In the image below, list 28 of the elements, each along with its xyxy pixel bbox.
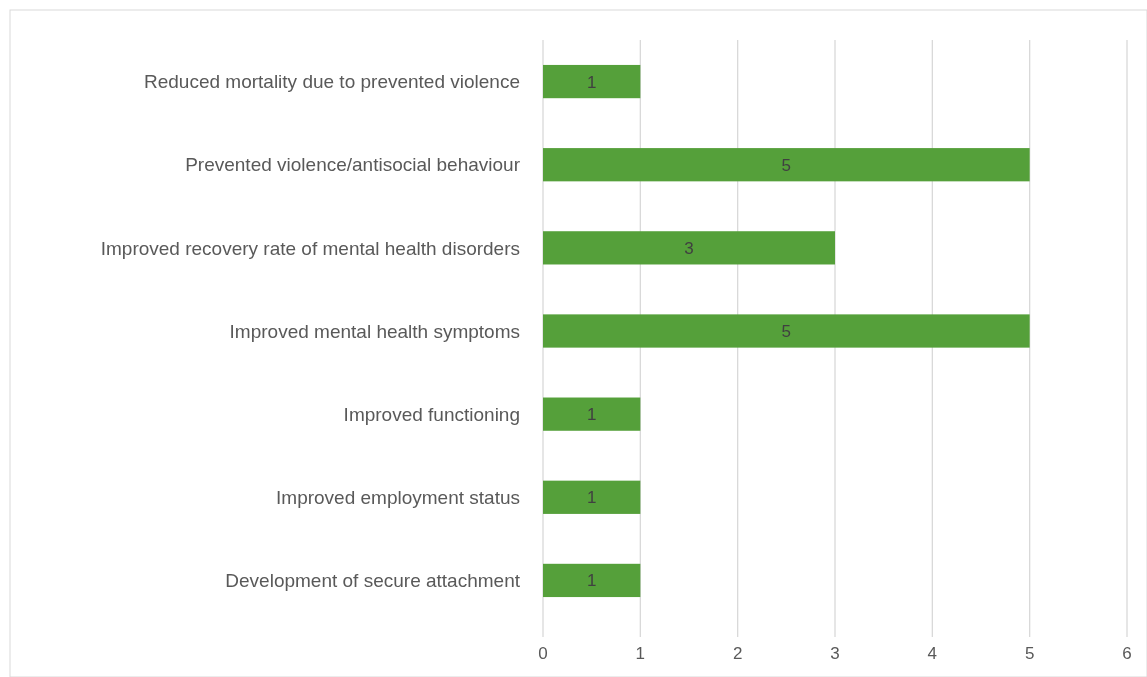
x-tick-label: 0	[538, 644, 548, 663]
y-tick-label: Improved recovery rate of mental health disorders	[100, 237, 520, 259]
x-tick-label: 2	[732, 644, 743, 663]
data-label: 1	[586, 72, 597, 92]
y-tick-label: Development of secure attachment	[225, 570, 521, 592]
bar	[543, 314, 1030, 348]
data-label: 1	[586, 405, 597, 425]
x-tick-label: 3	[830, 644, 840, 663]
y-tick-label: Improved functioning	[343, 403, 520, 425]
x-tick-label: 4	[927, 644, 938, 663]
bar	[543, 148, 1030, 182]
data-label: 1	[586, 571, 597, 591]
x-tick-label: 1	[635, 644, 646, 663]
y-tick-label: Reduced mortality due to prevented violence	[143, 71, 520, 93]
data-label: 5	[781, 321, 792, 341]
x-tick-label: 5	[1024, 644, 1035, 663]
y-tick-label: Prevented violence/antisocial behaviour	[185, 154, 521, 176]
bar	[543, 563, 641, 598]
x-tick-label: 6	[1122, 644, 1132, 663]
data-label: 5	[781, 155, 792, 175]
y-tick-label: Improved mental health symptoms	[229, 320, 520, 342]
bar	[543, 397, 641, 431]
bar	[543, 64, 641, 99]
y-tick-label: Improved employment status	[276, 486, 520, 508]
data-label: 3	[684, 238, 694, 258]
bar	[543, 480, 641, 514]
data-label: 1	[586, 488, 597, 508]
bar	[543, 231, 835, 265]
